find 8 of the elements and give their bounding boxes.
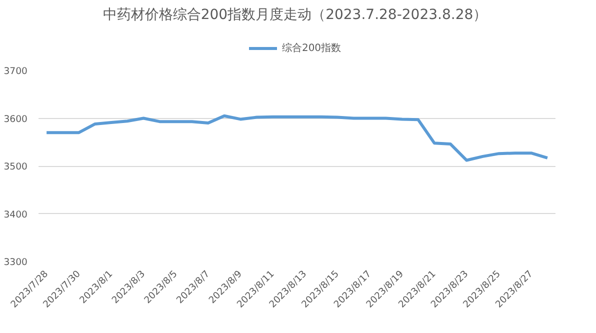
- y-tick-label: 3700: [4, 66, 28, 77]
- y-tick-label: 3400: [4, 209, 28, 220]
- y-tick-label: 3600: [4, 114, 28, 125]
- y-tick-label: 3500: [4, 162, 28, 172]
- y-tick-label: 3300: [4, 257, 28, 268]
- line-series: [45, 114, 549, 162]
- legend-label: 综合200指数: [282, 43, 342, 54]
- chart-title: 中药材价格综合200指数月度走动（2023.7.28-2023.8.28）: [102, 6, 488, 25]
